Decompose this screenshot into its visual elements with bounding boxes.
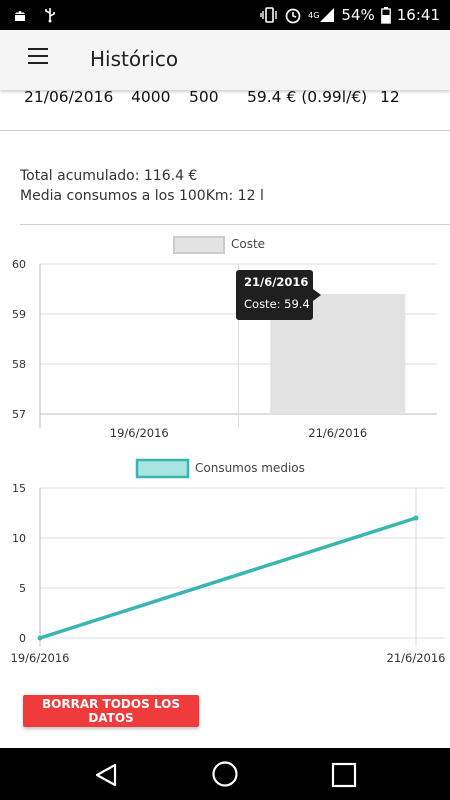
battery-percent: 54% — [341, 6, 375, 24]
record-consumption: 12 — [380, 88, 400, 106]
y-tick-label: 59 — [12, 308, 26, 321]
y-tick-label: 57 — [12, 408, 26, 421]
clock: 16:41 — [396, 6, 440, 24]
y-tick-label: 5 — [19, 582, 26, 595]
vibrate-icon — [260, 7, 277, 23]
y-tick-label: 60 — [12, 258, 26, 271]
status-bar: 4G 54% 16:41 — [0, 0, 450, 30]
legend-swatch-coste — [173, 236, 225, 254]
x-tick-label: 21/6/2016 — [387, 651, 446, 665]
y-tick-label: 0 — [19, 632, 26, 645]
y-tick-label: 15 — [12, 482, 26, 495]
x-tick-label: 21/6/2016 — [308, 426, 367, 440]
menu-icon[interactable] — [28, 48, 52, 72]
x-tick-label: 19/6/2016 — [11, 651, 70, 665]
network-type: 4G — [308, 10, 320, 20]
series-line — [39, 516, 417, 640]
page-title: Histórico — [90, 47, 179, 71]
battery-icon — [380, 6, 391, 24]
record-km: 4000 — [131, 88, 171, 106]
cost-bar-chart[interactable]: 19/6/2016 21/6/2016 57 58 59 60 Coste 21/6/2… — [0, 228, 450, 444]
home-icon[interactable] — [211, 760, 239, 788]
divider — [20, 224, 450, 225]
record-date: 21/06/2016 — [24, 88, 114, 106]
alarm-icon — [285, 8, 301, 24]
consumption-line-chart[interactable]: 19/6/2016 21/6/2016 0 5 10 15 Consumos medio… — [0, 452, 450, 672]
data-point — [413, 515, 419, 521]
delete-all-button[interactable]: BORRAR TODOS LOS DATOS — [23, 695, 199, 727]
tooltip-body: Coste: 59.4 — [244, 297, 310, 311]
legend-label-coste: Coste — [231, 237, 265, 251]
history-row[interactable]: 21/06/2016 4000 500 59.4 € (0.99l/€) 12 — [0, 88, 450, 108]
recents-icon[interactable] — [331, 762, 357, 788]
total-accumulated: Total acumulado: 116.4 € — [20, 168, 198, 184]
summary: Total acumulado: 116.4 € Media consumos … — [20, 166, 264, 206]
navigation-bar — [0, 748, 450, 800]
tooltip-title: 21/6/2016 — [244, 275, 308, 289]
y-tick-label: 10 — [12, 532, 26, 545]
record-liters: 500 — [189, 88, 219, 106]
y-tick-label: 58 — [12, 358, 26, 371]
notification-icons — [12, 7, 58, 23]
x-tick-label: 19/6/2016 — [110, 426, 169, 440]
average-consumption: Media consumos a los 100Km: 12 l — [20, 188, 264, 204]
data-point — [37, 635, 43, 641]
legend-swatch-consumos — [135, 458, 190, 479]
record-price: 59.4 € (0.99l/€) — [247, 88, 368, 106]
usb-icon — [45, 8, 55, 23]
back-icon[interactable] — [93, 762, 119, 788]
system-indicators: 4G 54% 16:41 — [260, 6, 440, 24]
legend-label-consumos: Consumos medios — [195, 461, 305, 475]
signal-icon — [320, 8, 335, 22]
android-icon — [15, 11, 25, 21]
chart-tooltip: 21/6/2016 Coste: 59.4 — [236, 270, 321, 320]
app-bar: Histórico — [0, 30, 450, 90]
divider — [0, 130, 450, 131]
